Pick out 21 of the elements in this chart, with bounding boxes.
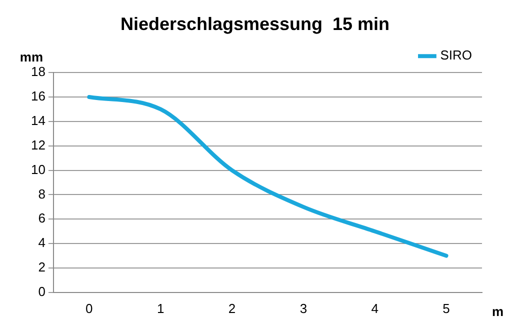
legend-label: SIRO	[440, 48, 472, 63]
y-tick-label: 8	[38, 186, 46, 202]
x-tick-label: 2	[228, 300, 236, 316]
y-axis-title: mm	[20, 50, 44, 65]
y-tick-label: 18	[30, 64, 46, 80]
x-tick-label: 5	[442, 300, 450, 316]
y-tick-label: 16	[30, 88, 46, 104]
y-tick-label: 12	[30, 137, 46, 152]
x-tick-label: 4	[371, 300, 378, 316]
x-tick-label: 0	[86, 300, 93, 316]
chart-title: Niederschlagsmessung 15 min	[120, 14, 390, 34]
y-tick-label: 0	[38, 284, 46, 299]
line-series	[87, 95, 448, 258]
y-tick-label: 4	[38, 235, 46, 250]
y-tick-label: 10	[30, 162, 46, 177]
y-tick-label: 14	[30, 113, 46, 128]
x-tick-label: 3	[300, 300, 308, 316]
x-tick-label: 1	[156, 300, 164, 316]
y-tick-label: 6	[38, 210, 46, 226]
y-tick-label: 2	[38, 260, 46, 275]
x-axis-title: m	[492, 304, 504, 319]
